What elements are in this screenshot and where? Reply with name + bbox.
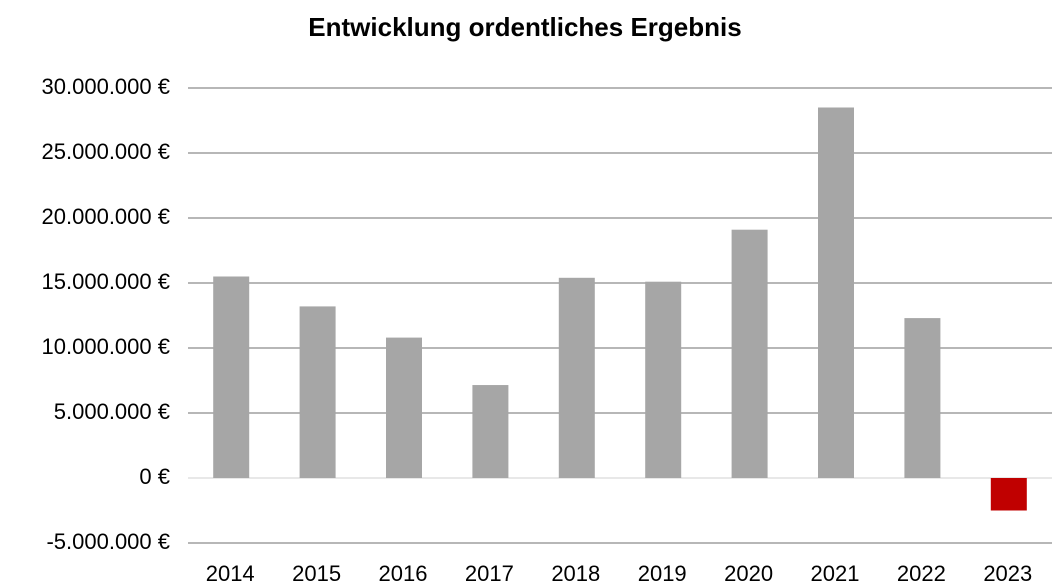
x-tick-label: 2017 [465, 561, 514, 586]
bar [558, 277, 595, 478]
bar [990, 478, 1027, 511]
y-tick-label: 10.000.000 € [42, 334, 170, 359]
y-tick-label: 20.000.000 € [42, 204, 170, 229]
x-tick-label: 2020 [724, 561, 773, 586]
y-tick-label: 5.000.000 € [54, 399, 170, 424]
y-tick-label: 15.000.000 € [42, 269, 170, 294]
bar [731, 229, 768, 478]
chart-title: Entwicklung ordentliches Ergebnis [308, 12, 741, 42]
y-tick-label: -5.000.000 € [46, 529, 170, 554]
bar [472, 385, 509, 478]
x-tick-label: 2021 [811, 561, 860, 586]
x-tick-label: 2018 [551, 561, 600, 586]
x-tick-label: 2016 [379, 561, 428, 586]
x-tick-label: 2014 [206, 561, 255, 586]
bar [818, 107, 854, 478]
y-tick-label: 0 € [139, 464, 170, 489]
bar [213, 276, 250, 478]
x-tick-label: 2019 [638, 561, 687, 586]
x-tick-label: 2023 [983, 561, 1032, 586]
bar [645, 281, 682, 478]
bar [299, 306, 336, 478]
y-tick-label: 25.000.000 € [42, 139, 170, 164]
bar [904, 318, 941, 478]
bar [386, 337, 422, 478]
x-tick-label: 2015 [292, 561, 341, 586]
y-tick-label: 30.000.000 € [42, 74, 170, 99]
x-tick-label: 2022 [897, 561, 946, 586]
